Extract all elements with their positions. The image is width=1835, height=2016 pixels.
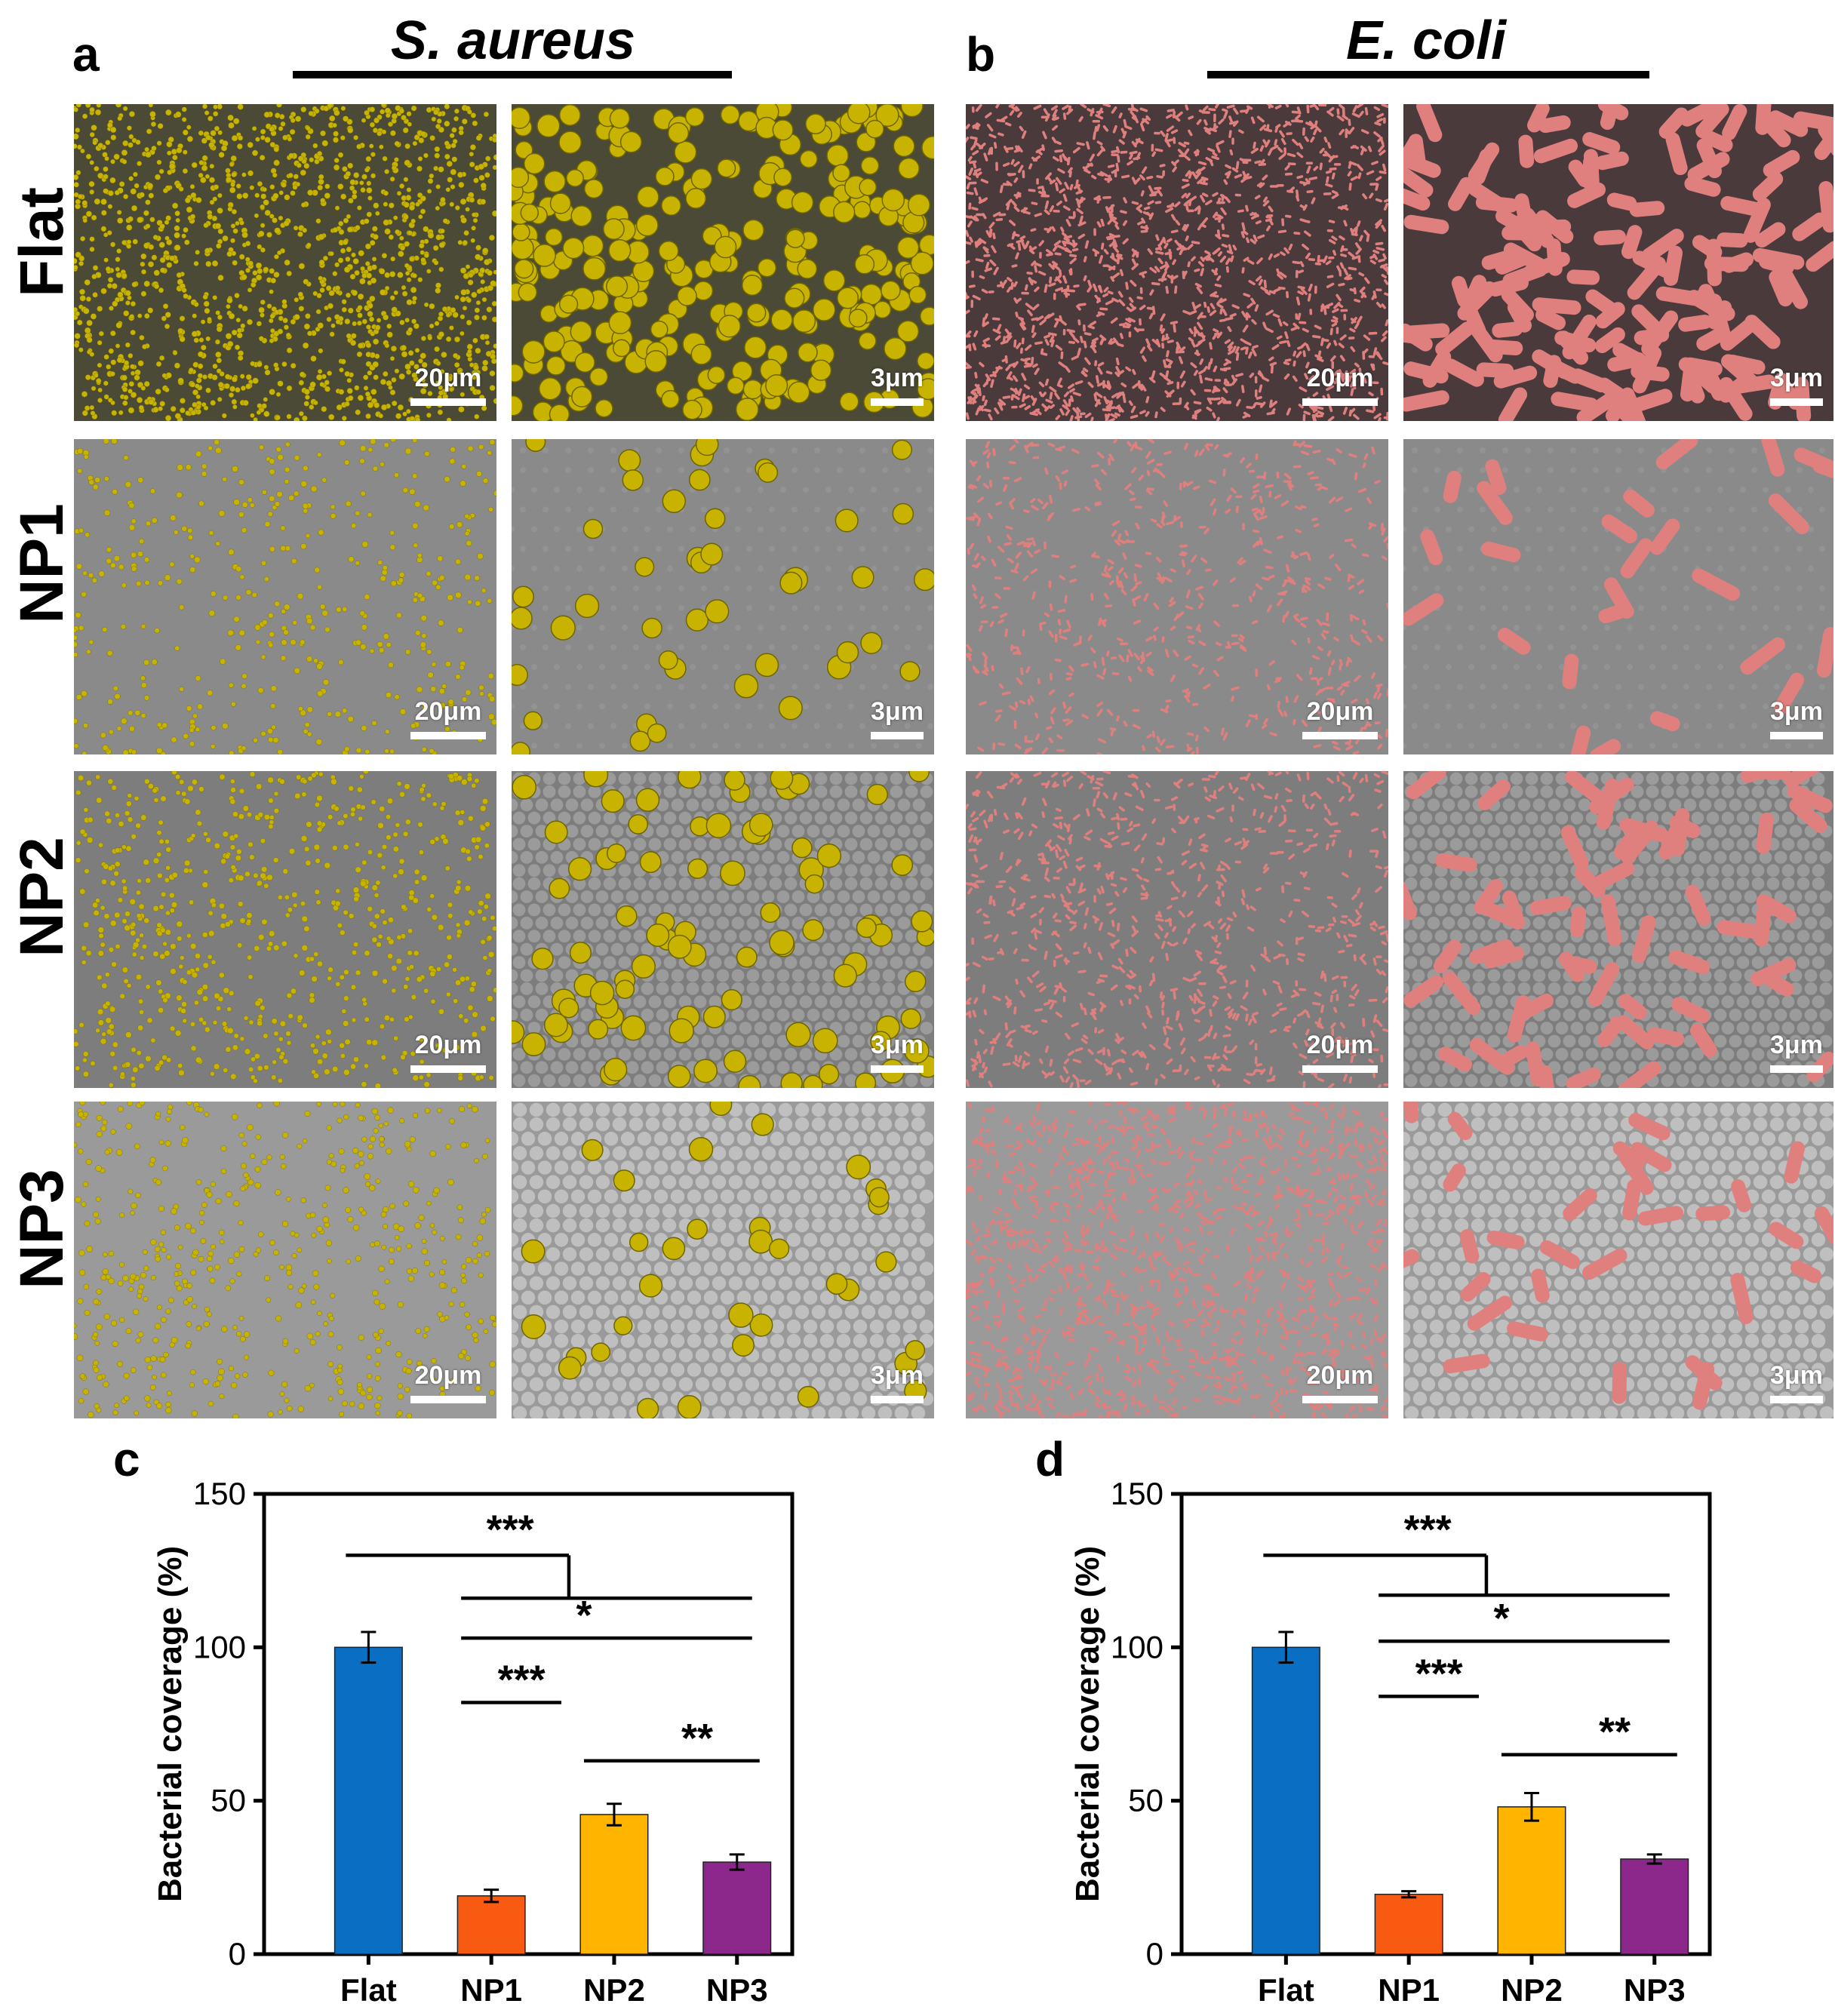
scale-bar-label: 3μm [871,1361,924,1390]
sem-image-ecoli-flat-low: 20μm [966,104,1388,421]
x-tick-label-np3: NP3 [1624,1972,1686,2008]
bar-np1 [1374,1893,1443,1955]
scale-bar [410,1396,486,1403]
scale-bar [1770,732,1823,739]
row-label-np3: NP3 [8,1169,76,1289]
sem-image-saureus-np1-low: 20μm [74,439,496,754]
x-tick-label-np2: NP2 [1501,1972,1563,2008]
scale-bar-label: 20μm [1306,697,1374,726]
y-tick-label: 50 [1128,1783,1163,1818]
y-tick-label: 100 [193,1629,246,1664]
y-axis-label: Bacterial coverage (%) [1069,1546,1106,1902]
y-tick-label: 150 [193,1476,246,1511]
x-tick-label-flat: Flat [340,1972,397,2008]
sig-label: *** [1404,1507,1452,1552]
sem-image-ecoli-flat-high: 3μm [1403,104,1833,421]
sem-image-saureus-np2-low: 20μm [74,771,496,1088]
bar-np3 [1620,1858,1689,1955]
scale-bar [1770,1396,1823,1403]
scale-bar [871,732,924,739]
y-tick-label: 150 [1111,1476,1163,1511]
x-tick-label-flat: Flat [1258,1972,1314,2008]
sig-label: *** [498,1658,546,1703]
species-title-s-aureus: S. aureus [390,11,636,71]
scale-bar-label: 3μm [871,364,924,392]
y-tick-label: 0 [1146,1936,1163,1971]
row-label-np1: NP1 [8,503,76,624]
x-tick-label-np1: NP1 [1378,1972,1440,2008]
y-tick-label: 100 [1111,1629,1163,1664]
sem-image-saureus-flat-low: 20μm [74,104,496,421]
sig-label: ** [1599,1710,1631,1755]
sem-image-saureus-np3-low: 20μm [74,1102,496,1418]
scale-bar [1302,1065,1378,1073]
sem-image-ecoli-np2-low: 20μm [966,771,1388,1088]
y-tick-label: 50 [211,1783,246,1818]
scale-bar-label: 20μm [414,697,482,726]
panel-letter-b: b [966,27,996,81]
bar-np2 [579,1814,649,1955]
scale-bar-label: 3μm [871,1031,924,1059]
scale-bar [871,1065,924,1073]
bar-np2 [1497,1806,1566,1955]
scale-bar-label: 20μm [414,1031,482,1059]
sem-image-saureus-flat-high: 3μm [512,104,934,421]
scale-bar-label: 3μm [1770,697,1823,726]
sem-image-ecoli-np2-high: 3μm [1403,771,1833,1088]
scale-bar-label: 3μm [871,697,924,726]
panel-letter-c: c [113,1432,140,1486]
x-tick-label-np2: NP2 [583,1972,645,2008]
scale-bar [1302,1396,1378,1403]
panel-letter-a: a [72,27,100,81]
sem-image-ecoli-np3-low: 20μm [966,1102,1388,1418]
sem-image-ecoli-np1-low: 20μm [966,439,1388,754]
scale-bar [1770,1065,1823,1073]
x-tick-label-np3: NP3 [706,1972,768,2008]
sem-image-ecoli-np1-high: 3μm [1403,439,1833,754]
scale-bar [871,1396,924,1403]
bar-flat [333,1646,403,1955]
sem-image-saureus-np3-high: 3μm [512,1102,934,1418]
y-tick-label: 0 [229,1936,246,1971]
scale-bar-label: 20μm [414,1361,482,1390]
scale-bar-label: 20μm [1306,364,1374,392]
bar-np1 [456,1895,526,1955]
scale-bar-label: 3μm [1770,364,1823,392]
x-tick-label-np1: NP1 [460,1972,522,2008]
scale-bar-label: 20μm [1306,1361,1374,1390]
row-label-np2: NP2 [8,837,76,957]
scale-bar [1302,398,1378,406]
plot-frame [262,1492,795,1956]
panel-letter-d: d [1035,1432,1065,1486]
scale-bar-label: 3μm [1770,1031,1823,1059]
scale-bar [410,398,486,406]
plot-frame [1179,1492,1712,1956]
row-label-flat: Flat [8,187,76,297]
scale-bar-label: 3μm [1770,1361,1823,1390]
species-underline-a [293,71,732,78]
sem-image-ecoli-np3-high: 3μm [1403,1102,1833,1418]
sig-label: *** [1415,1651,1463,1696]
sem-image-saureus-np1-high: 3μm [512,439,934,754]
sig-label: *** [487,1507,534,1552]
species-underline-b [1207,71,1649,78]
scale-bar [1770,398,1823,406]
scale-bar [410,1065,486,1073]
sig-label: ** [681,1716,713,1761]
sem-image-saureus-np2-high: 3μm [512,771,934,1088]
scale-bar [1302,732,1378,739]
sig-label: * [576,1593,592,1638]
bar-flat [1251,1646,1320,1955]
scale-bar [871,398,924,406]
sig-label: * [1493,1596,1509,1641]
scale-bar [410,732,486,739]
species-title-e-coli: E. coli [1345,11,1507,71]
scale-bar-label: 20μm [1306,1031,1374,1059]
bar-np3 [702,1861,772,1955]
scale-bar-label: 20μm [414,364,482,392]
y-axis-label: Bacterial coverage (%) [152,1546,189,1902]
